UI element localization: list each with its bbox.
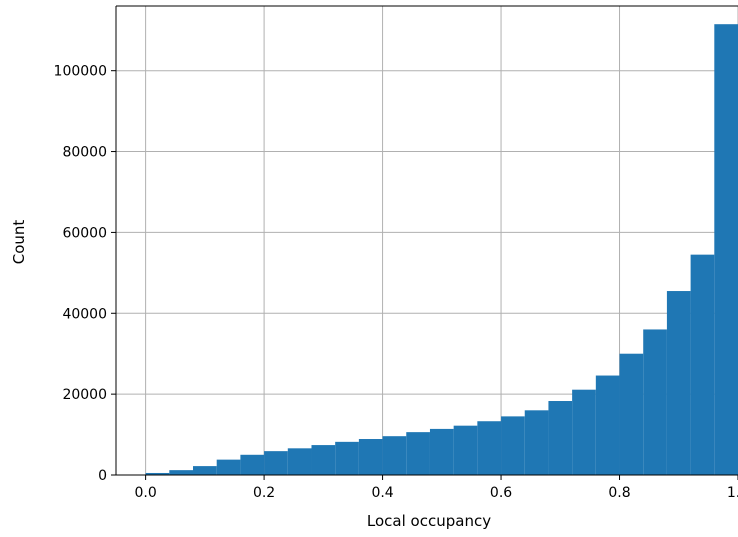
y-axis-label: Count (10, 220, 28, 265)
histogram-bar-15 (501, 416, 525, 475)
histogram-bar-13 (453, 425, 478, 475)
y-tick-label-0: 0 (98, 468, 107, 484)
histogram-bar-2 (193, 466, 217, 475)
histogram-bar-10 (382, 436, 407, 475)
histogram-bar-11 (406, 432, 430, 475)
axes (111, 5, 738, 480)
histogram-bar-1 (169, 470, 194, 475)
histogram-bar-21 (643, 329, 667, 475)
histogram-bar-22 (666, 291, 691, 475)
x-tick-label-3: 0.6 (490, 485, 512, 501)
x-axis-label: Local occupancy (367, 512, 491, 530)
histogram-bar-7 (311, 445, 336, 475)
y-tick-label-1: 20000 (62, 387, 107, 403)
x-tick-label-4: 0.8 (608, 485, 630, 501)
histogram-bars (145, 24, 738, 475)
y-tick-label-5: 100000 (54, 64, 107, 80)
histogram-bar-5 (264, 451, 288, 475)
histogram-bar-19 (595, 375, 620, 475)
y-tick-label-2: 40000 (62, 306, 107, 322)
histogram-bar-18 (572, 389, 596, 475)
y-tick-label-3: 60000 (62, 225, 107, 241)
histogram-bar-24 (714, 24, 738, 475)
histogram-bar-4 (240, 454, 265, 475)
histogram-bar-6 (287, 448, 312, 475)
y-tick-label-4: 80000 (62, 145, 107, 161)
histogram-bar-14 (477, 421, 502, 475)
histogram-bar-12 (429, 428, 454, 475)
histogram-bar-9 (358, 439, 383, 475)
histogram-bar-0 (145, 472, 170, 475)
histogram-bar-16 (524, 410, 549, 475)
x-tick-label-5: 1.0 (727, 485, 738, 501)
x-tick-label-0: 0.0 (134, 485, 156, 501)
x-tick-label-2: 0.4 (371, 485, 393, 501)
histogram-bar-17 (548, 401, 573, 475)
histogram-bar-8 (335, 441, 359, 475)
histogram-bar-20 (619, 353, 644, 475)
x-tick-label-1: 0.2 (253, 485, 275, 501)
histogram-bar-23 (690, 254, 715, 475)
tick-labels: 0.0 0.2 0.4 0.6 0.8 1.0 0 20000 40000 60000 80000 1… (54, 64, 738, 501)
histogram-bar-3 (216, 459, 241, 475)
